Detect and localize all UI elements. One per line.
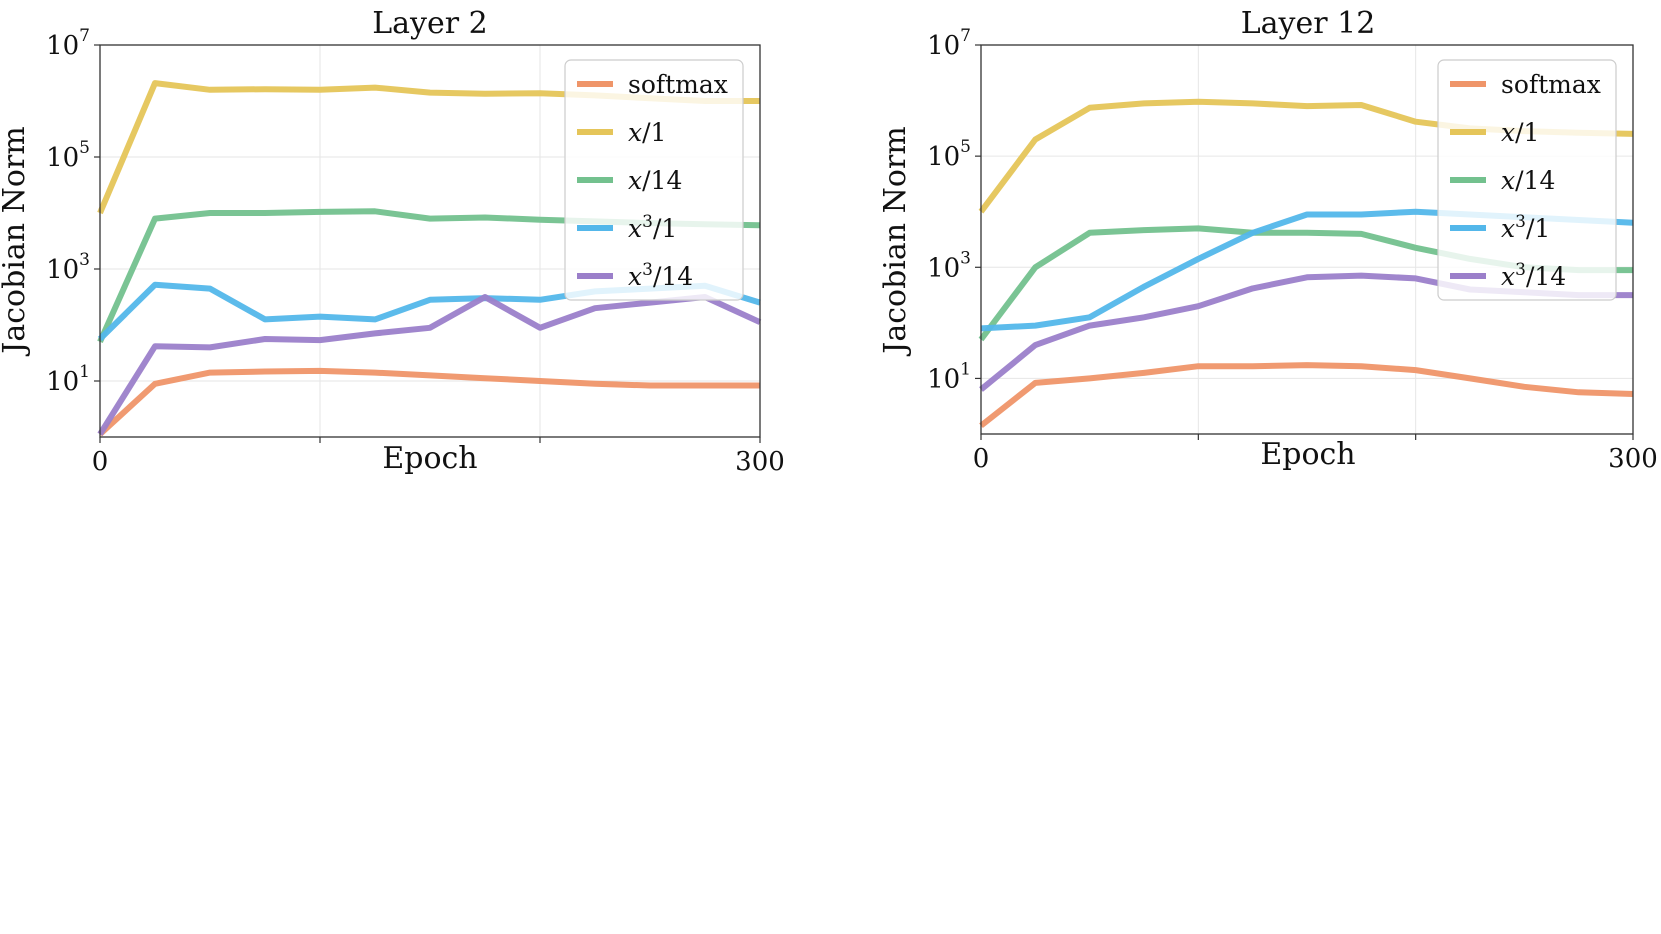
chart-title: Layer 2 [372,6,487,41]
legend-label: softmax [628,70,728,99]
y-tick-label: 103 [927,248,971,283]
x-axis-label: Epoch [1260,437,1355,472]
y-tick-label: 101 [927,359,971,394]
chart-panel-layer-12: Layer 12 Jacobian Norm Epoch 10110310510… [878,6,1658,474]
series-line-softmax [97,367,760,437]
y-tick-label: 107 [927,26,971,61]
legend-label: x3/1 [628,212,677,243]
legend-label: x/1 [628,118,666,147]
series-line-x-14 [97,294,762,436]
y-tick-label: 105 [46,138,90,173]
legend-label: x3/14 [628,260,693,291]
x-tick-label: 300 [735,447,785,477]
x-tick-label: 300 [1608,444,1658,474]
legend: softmax x/1 x/14 x3/1 x3/14 [1437,59,1617,301]
legend-label: x/14 [628,166,682,195]
legend-label: x/14 [1501,166,1555,195]
plot-frame [980,44,1634,435]
x-tick-label: 0 [92,447,109,477]
legend-box [1437,59,1617,301]
y-ticks: 101 103 105 107 [46,26,100,397]
legend-box [564,59,744,301]
y-tick-label: 103 [46,250,90,285]
y-tick-label: 107 [46,26,90,61]
series-line-softmax [979,362,1634,429]
legend-label: x3/1 [1501,212,1550,243]
legend: softmax x/1 x/14 x3/1 x3/14 [564,59,744,301]
y-ticks: 101 103 105 107 [927,26,981,394]
legend-label: x/1 [1501,118,1539,147]
x-tick-label: 0 [973,444,990,474]
x-ticks: 0 300 [973,434,1658,474]
plot-frame [99,44,761,438]
legend-label: x3/14 [1501,260,1566,291]
x-axis-label: Epoch [382,441,477,476]
y-axis-label: Jacobian Norm [0,126,32,356]
chart-panel-layer-2: Layer 2 Jacobian Norm Epoch 101 103 105 107… [0,6,785,477]
y-tick-label: 101 [46,362,90,397]
y-axis-label: Jacobian Norm [878,126,913,356]
x-ticks: 0 300 [92,437,785,477]
y-tick-label: 105 [927,137,971,172]
chart-title: Layer 12 [1241,6,1376,41]
legend-label: softmax [1501,70,1601,99]
